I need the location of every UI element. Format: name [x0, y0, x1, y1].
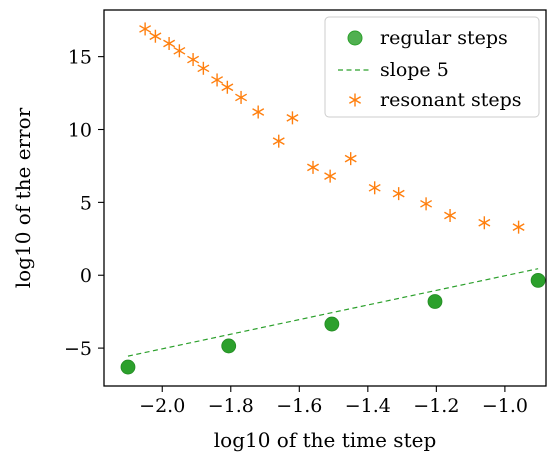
resonant-step-point [173, 44, 186, 58]
regular-step-point [120, 359, 136, 375]
legend-entry: slope 5 [338, 59, 449, 81]
x-tick-label: −1.4 [345, 395, 391, 417]
x-axis-label: log10 of the time step [214, 428, 437, 452]
legend-box [324, 16, 540, 118]
legend-circle-icon [347, 30, 363, 46]
resonant-step-point [211, 73, 224, 87]
x-tick-label: −1.2 [413, 395, 459, 417]
legend-label: slope 5 [380, 59, 449, 81]
y-tick-label: 10 [68, 120, 92, 142]
y-tick-label: 5 [80, 192, 92, 214]
resonant-step-point [344, 152, 357, 166]
x-tick-label: −1.0 [482, 395, 528, 417]
legend-entry: regular steps [347, 27, 508, 49]
resonant-step-point [444, 208, 457, 222]
resonant-step-point [163, 37, 176, 51]
regular-step-point [324, 316, 340, 332]
regular-step-point [427, 294, 443, 309]
x-tick-label: −2.0 [139, 395, 185, 417]
legend: regular steps slope 5 resonant steps [324, 16, 540, 118]
slope-line [127, 268, 539, 357]
resonant-step-point [307, 160, 319, 174]
legend-label: regular steps [380, 27, 508, 49]
resonant-step-point [221, 80, 234, 94]
x-tick-label: −1.8 [208, 395, 254, 417]
regular-step-point [530, 272, 546, 288]
resonant-step-point [235, 90, 248, 104]
y-tick-label: 15 [68, 47, 92, 69]
resonant-step-point [368, 181, 381, 195]
resonant-step-point [392, 187, 405, 201]
plot-frame [103, 9, 547, 387]
y-tick-label: 0 [80, 265, 92, 287]
resonant-step-point [252, 105, 265, 119]
legend-asterisk-icon [349, 93, 361, 107]
regular-step-point [221, 338, 237, 354]
axes: −2.0 −1.8 −1.6 −1.4 −1.2 −1.0 −5 0 5 10 15 [64, 47, 528, 417]
legend-entry: resonant steps [349, 89, 522, 111]
resonant-step-point [139, 22, 152, 36]
resonant-step-point [478, 216, 491, 230]
resonant-step-point [187, 53, 200, 67]
resonant-step-point [512, 220, 525, 234]
resonant-step-point [324, 169, 337, 183]
x-tick-label: −1.6 [276, 395, 322, 417]
resonant-step-point [197, 61, 210, 75]
legend-label: resonant steps [380, 89, 522, 111]
plot-area [120, 22, 546, 375]
resonant-step-point [286, 111, 299, 125]
resonant-step-point [272, 134, 285, 148]
resonant-step-point [420, 197, 433, 211]
resonant-step-point [149, 29, 162, 43]
y-tick-label: −5 [64, 338, 92, 360]
y-axis-label: log10 of the error [11, 107, 35, 288]
